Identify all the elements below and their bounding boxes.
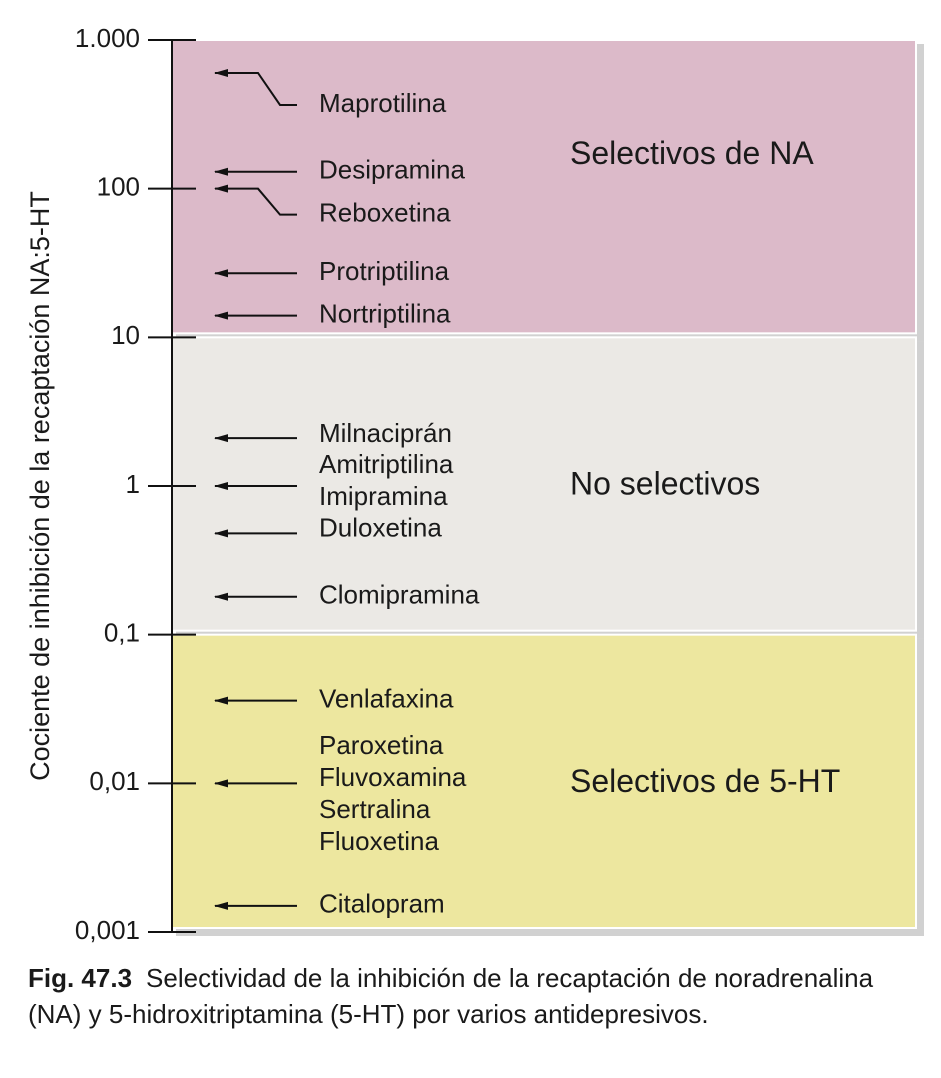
y-tick-label: 100	[97, 172, 140, 202]
arrow	[214, 184, 297, 216]
drug-label: Desipramina	[319, 155, 465, 185]
drug-label: Fluoxetina	[319, 826, 439, 856]
drug-label: Fluvoxamina	[319, 762, 467, 792]
drug-label: Nortriptilina	[319, 298, 451, 328]
band	[171, 39, 917, 335]
band-label: Selectivos de 5-HT	[570, 763, 840, 799]
y-tick-label: 1	[126, 469, 140, 499]
chart: Cociente de inhibición de la recaptación…	[25, 23, 924, 945]
drug-label: Citalopram	[319, 889, 445, 919]
drug-label: Protriptilina	[319, 256, 450, 286]
drug-label: Clomipramina	[319, 580, 480, 610]
band	[171, 336, 917, 632]
drug-label: Duloxetina	[319, 512, 442, 542]
drug-label: Reboxetina	[319, 198, 451, 228]
drug-label: Sertralina	[319, 794, 431, 824]
caption-text: Selectividad de la inhibición de la reca…	[28, 963, 874, 1029]
drug-label: Imipramina	[319, 481, 448, 511]
y-tick-label: 0,001	[75, 915, 140, 945]
y-tick-label: 0,1	[104, 618, 140, 648]
drug-label: Maprotilina	[319, 88, 447, 118]
arrow	[214, 68, 297, 106]
band-label: No selectivos	[570, 465, 760, 501]
figure-label: Fig. 47.3	[28, 963, 133, 993]
drug-label: Venlafaxina	[319, 684, 454, 714]
y-axis-label: Cociente de inhibición de la recaptación…	[25, 191, 55, 781]
band-label: Selectivos de NA	[570, 135, 814, 171]
y-tick-label: 1.000	[75, 23, 140, 53]
caption: Fig. 47.3 Selectividad de la inhibición d…	[28, 960, 908, 1032]
drug-label: Milnaciprán	[319, 418, 452, 448]
drug-label: Paroxetina	[319, 730, 444, 760]
y-tick-label: 10	[111, 320, 140, 350]
y-tick-label: 0,01	[89, 766, 140, 796]
drug-label: Amitriptilina	[319, 449, 454, 479]
band	[171, 633, 917, 930]
